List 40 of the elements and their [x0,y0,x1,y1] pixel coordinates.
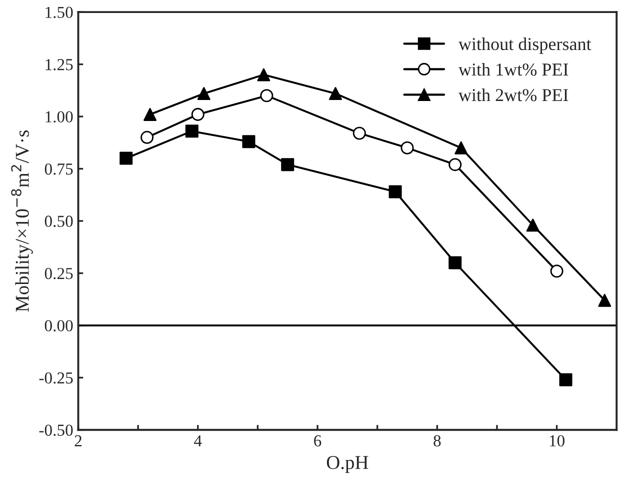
point [526,218,540,232]
point [257,68,270,82]
point [242,135,256,148]
legend-label: without dispersant [458,37,592,54]
point [352,126,366,140]
y-tick-label: -0.25 [39,372,73,384]
x-tick-label: 2 [74,435,82,446]
x-tick-label: 8 [434,435,441,446]
point [197,87,210,100]
point [550,264,564,278]
y-tick-label: 1.00 [46,111,73,123]
y-axis-title: Mobility/×10$^{−8}$m$^{2}$/V·s [11,130,33,312]
x-tick-label: 4 [194,435,202,446]
y-tick-label: 0.50 [44,216,73,227]
point [281,158,294,172]
point [448,256,462,270]
legend-label: with 2wt% PEI [458,88,568,102]
point [140,130,154,144]
y-tick-label: 0.25 [44,268,73,280]
legend-label: with 1wt% PEI [458,62,568,76]
point [185,124,198,138]
x-tick-label: 6 [314,435,322,446]
y-tick-label: 0.75 [44,163,73,175]
point [559,373,572,386]
point [328,87,342,100]
y-tick-label: 1.50 [46,6,73,18]
y-tick-label: -0.50 [39,424,73,436]
y-tick-label: 0.00 [44,320,73,332]
x-axis-title: O.pH [326,456,368,474]
point [448,158,462,172]
y-tick-label: 1.25 [46,59,73,70]
point [120,152,133,165]
point [388,185,402,198]
point [400,141,414,154]
point [598,294,612,307]
point [260,89,274,102]
point [454,141,468,154]
x-tick-label: 10 [550,435,564,446]
point [144,108,157,121]
point [191,108,204,121]
